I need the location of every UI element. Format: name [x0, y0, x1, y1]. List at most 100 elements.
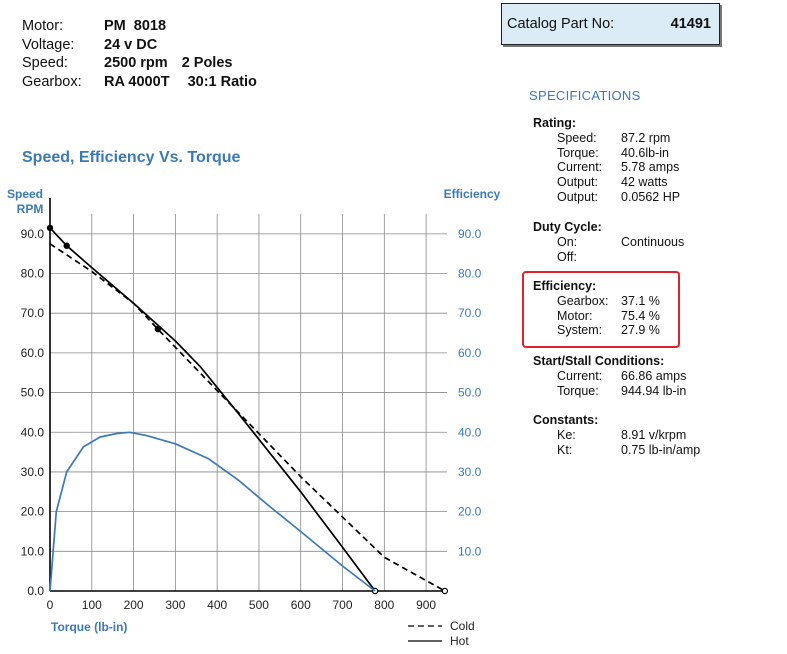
constants-section: Constants: Ke: 8.91 v/krpm Kt: 0.75 lb-in/…: [533, 413, 700, 457]
spec-key: Current:: [557, 160, 603, 175]
x-axis-label: Torque (lb-in): [51, 620, 127, 634]
legend-label-hot: Hot: [450, 634, 469, 648]
gearbox-row: Gearbox: RA 4000T 30:1 Ratio: [22, 73, 257, 92]
y-tick-label-left: 70.0: [21, 306, 45, 320]
spec-key: Current:: [557, 368, 603, 383]
series-marker: [154, 325, 162, 333]
spec-value: 40.6lb-in: [621, 145, 669, 160]
y-axis-label-left: Speed: [7, 187, 43, 201]
y-tick-label-right: 70.0: [458, 306, 482, 320]
spec-key: Speed:: [557, 130, 597, 145]
spec-row: Off:: [533, 250, 684, 265]
spec-key: Torque:: [557, 383, 599, 398]
y-tick-label-right: 30.0: [458, 465, 482, 479]
voltage-value: 24 v DC: [104, 36, 158, 53]
y-tick-label-right: 50.0: [458, 386, 482, 400]
spec-key: System:: [557, 323, 603, 338]
spec-key: Off:: [557, 249, 577, 264]
y-tick-label-left: 80.0: [21, 267, 45, 281]
x-tick-label: 100: [82, 598, 102, 612]
spec-key: Output:: [557, 189, 598, 204]
catalog-label: Catalog Part No:: [507, 16, 615, 32]
spec-value: 0.75 lb-in/amp: [621, 442, 701, 457]
efficiency-highlight-box: [522, 271, 680, 348]
y-axis-label-left: RPM: [17, 202, 44, 216]
spec-value: 0.0562 HP: [621, 189, 681, 204]
y-tick-label-left: 10.0: [21, 544, 45, 558]
y-tick-label-right: 60.0: [458, 346, 482, 360]
y-tick-label-left: 30.0: [21, 465, 45, 479]
voltage-row: Voltage: 24 v DC: [22, 36, 257, 55]
x-tick-label: 700: [333, 598, 353, 612]
poles-value: 2 Poles: [181, 55, 233, 71]
spec-row: Current: 66.86 amps: [533, 369, 686, 384]
spec-row: On: Continuous: [533, 235, 684, 250]
y-axis-label-right: Efficiency: [444, 187, 501, 201]
y-tick-label-right: 90.0: [458, 227, 482, 241]
speed-value: 2500 rpm: [104, 55, 168, 71]
spec-row: Speed: 87.2 rpm: [533, 131, 680, 146]
y-tick-label-right: 20.0: [458, 505, 482, 519]
spec-value: Continuous: [621, 234, 685, 249]
duty-cycle-header: Duty Cycle:: [533, 220, 602, 234]
spec-key: Gearbox:: [557, 293, 609, 308]
spec-value: 75.4 %: [621, 308, 660, 323]
x-tick-label: 0: [47, 598, 54, 612]
efficiency-section: Efficiency: Gearbox: 37.1 % Motor: 75.4 % …: [533, 279, 660, 338]
spec-row: Kt: 0.75 lb-in/amp: [533, 443, 700, 458]
y-tick-label-left: 90.0: [21, 227, 45, 241]
y-tick-label-right: 80.0: [458, 267, 482, 281]
duty-cycle-section: Duty Cycle: On: Continuous Off:: [533, 220, 684, 264]
y-tick-label-left: 60.0: [21, 346, 45, 360]
spec-row: System: 27.9 %: [533, 323, 660, 338]
spec-key: On:: [557, 234, 578, 249]
series-line-speed-cold: [49, 243, 446, 592]
catalog-part-box: Catalog Part No: 41491: [501, 3, 720, 45]
x-tick-label: 300: [165, 598, 185, 612]
ratio-value: 30:1 Ratio: [187, 73, 257, 90]
gearbox-value: RA 4000T: [104, 73, 170, 90]
spec-value: 37.1 %: [621, 293, 660, 308]
rating-section: Rating: Speed: 87.2 rpm Torque: 40.6lb-in …: [533, 116, 680, 205]
efficiency-header: Efficiency:: [533, 279, 597, 293]
series-line-efficiency-hot: [49, 431, 376, 592]
constants-header: Constants:: [533, 413, 599, 427]
series-marker: [63, 242, 70, 249]
spec-key: Output:: [557, 175, 598, 190]
y-tick-label-left: 20.0: [21, 505, 45, 519]
start-stall-section: Start/Stall Conditions: Current: 66.86 am…: [533, 354, 686, 398]
speed-row: Speed: 2500 rpm 2 Poles: [22, 54, 257, 73]
spec-value: 5.78 amps: [621, 160, 680, 175]
spec-row: Motor: 75.4 %: [533, 309, 660, 324]
chart-title: Speed, Efficiency Vs. Torque: [22, 149, 241, 166]
x-tick-label: 600: [291, 598, 311, 612]
motor-label: Motor:: [22, 18, 64, 34]
x-tick-label: 200: [124, 598, 144, 612]
y-tick-label-right: 40.0: [458, 425, 482, 439]
spec-row: Current: 5.78 amps: [533, 160, 680, 175]
y-tick-label-left: 0.0: [27, 584, 44, 598]
spec-row: Gearbox: 37.1 %: [533, 294, 660, 309]
spec-value: 66.86 amps: [621, 368, 687, 383]
spec-key: Kt:: [557, 442, 573, 457]
spec-key: Torque:: [557, 145, 599, 160]
spec-row: Output: 0.0562 HP: [533, 190, 680, 205]
series-line-speed-hot: [49, 227, 376, 592]
spec-row: Torque: 40.6lb-in: [533, 146, 680, 161]
spec-value: 944.94 lb-in: [621, 383, 687, 398]
spec-row: Output: 42 watts: [533, 175, 680, 190]
voltage-label: Voltage:: [22, 36, 75, 53]
x-tick-label: 800: [374, 598, 394, 612]
spec-value: 8.91 v/krpm: [621, 427, 687, 442]
gearbox-label: Gearbox:: [22, 73, 82, 90]
motor-info-table: Motor: PM 8018 Voltage: 24 v DC Speed: 2…: [22, 17, 257, 91]
legend-label-cold: Cold: [450, 619, 475, 633]
motor-row: Motor: PM 8018: [22, 17, 257, 36]
spec-row: Ke: 8.91 v/krpm: [533, 428, 700, 443]
specifications-title: SPECIFICATIONS: [529, 88, 641, 103]
y-tick-label-left: 50.0: [21, 386, 45, 400]
x-tick-label: 500: [249, 598, 269, 612]
y-tick-label-left: 40.0: [21, 425, 45, 439]
spec-value: 87.2 rpm: [621, 130, 671, 145]
start-stall-header: Start/Stall Conditions:: [533, 354, 665, 368]
